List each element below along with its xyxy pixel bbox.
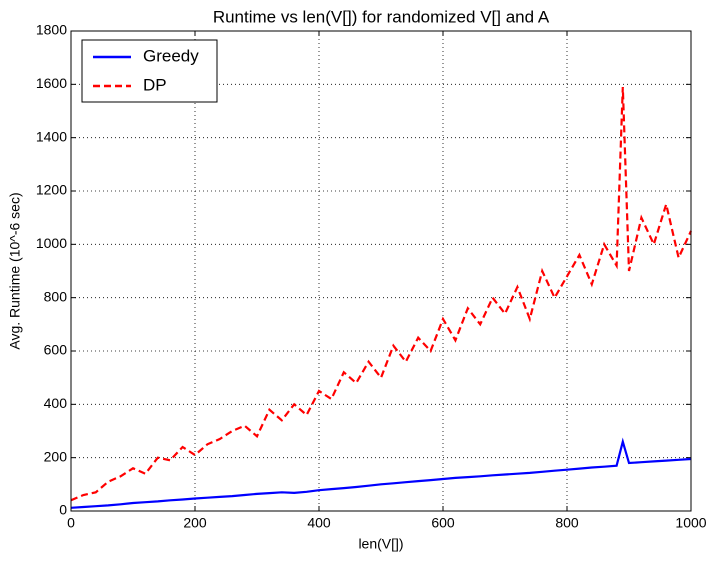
legend-label: DP: [143, 75, 167, 94]
series-line: [70, 437, 692, 509]
x-tick-label: 0: [67, 515, 75, 531]
y-tick-label: 800: [44, 288, 68, 304]
x-tick-label: 200: [183, 515, 207, 531]
y-tick-label: 1400: [36, 128, 67, 144]
series-line: [70, 86, 692, 502]
y-tick-label: 400: [44, 395, 68, 411]
y-tick-label: 600: [44, 342, 68, 358]
y-tick-label: 0: [59, 502, 67, 518]
x-tick-label: 600: [431, 515, 455, 531]
x-tick-label: 1000: [675, 515, 706, 531]
legend-label: Greedy: [143, 46, 199, 65]
chart-title: Runtime vs len(V[]) for randomized V[] a…: [213, 7, 550, 26]
y-tick-label: 1200: [36, 182, 67, 198]
x-tick-label: 800: [555, 515, 579, 531]
legend-box: [81, 39, 218, 103]
y-tick-label: 1600: [36, 75, 67, 91]
y-tick-label: 200: [44, 448, 68, 464]
y-tick-label: 1000: [36, 235, 67, 251]
x-tick-label: 400: [307, 515, 331, 531]
y-axis-label: Avg. Runtime (10^-6 sec): [7, 192, 23, 349]
y-tick-label: 1800: [36, 22, 67, 38]
plot-frame: [70, 30, 692, 512]
x-axis-label: len(V[]): [358, 536, 403, 552]
